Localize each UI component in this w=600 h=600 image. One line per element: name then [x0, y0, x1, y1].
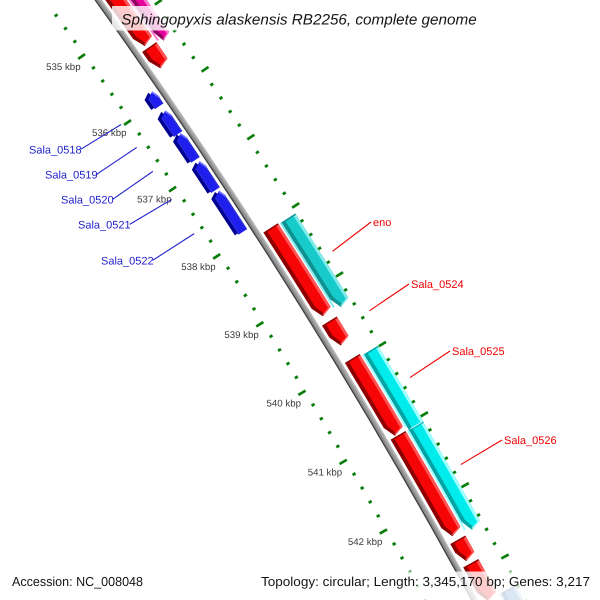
svg-text:Sala_0522: Sala_0522 [101, 256, 154, 268]
svg-text:Accession: NC_008048: Accession: NC_008048 [12, 574, 143, 589]
svg-text:542 kbp: 542 kbp [348, 537, 382, 548]
svg-text:Topology: circular; Length: 3,: Topology: circular; Length: 3,345,170 bp… [261, 574, 590, 589]
svg-text:Sala_0526: Sala_0526 [504, 435, 557, 447]
svg-text:Sala_0519: Sala_0519 [45, 170, 98, 182]
svg-text:Sala_0524: Sala_0524 [411, 279, 464, 291]
svg-text:Sala_0518: Sala_0518 [29, 145, 82, 157]
svg-text:540 kbp: 540 kbp [267, 398, 301, 409]
svg-text:Sphingopyxis alaskensis RB2256: Sphingopyxis alaskensis RB2256, complete… [121, 12, 476, 29]
svg-text:Sala_0521: Sala_0521 [78, 220, 131, 232]
svg-text:537 kbp: 537 kbp [137, 195, 171, 206]
svg-text:Sala_0525: Sala_0525 [452, 346, 505, 358]
svg-text:Sala_0520: Sala_0520 [61, 195, 114, 207]
svg-text:535 kbp: 535 kbp [46, 62, 80, 73]
svg-text:539 kbp: 539 kbp [224, 330, 258, 341]
svg-text:536 kbp: 536 kbp [92, 128, 126, 139]
svg-text:538 kbp: 538 kbp [181, 262, 215, 273]
svg-text:eno: eno [373, 217, 391, 229]
svg-text:541 kbp: 541 kbp [308, 467, 342, 478]
